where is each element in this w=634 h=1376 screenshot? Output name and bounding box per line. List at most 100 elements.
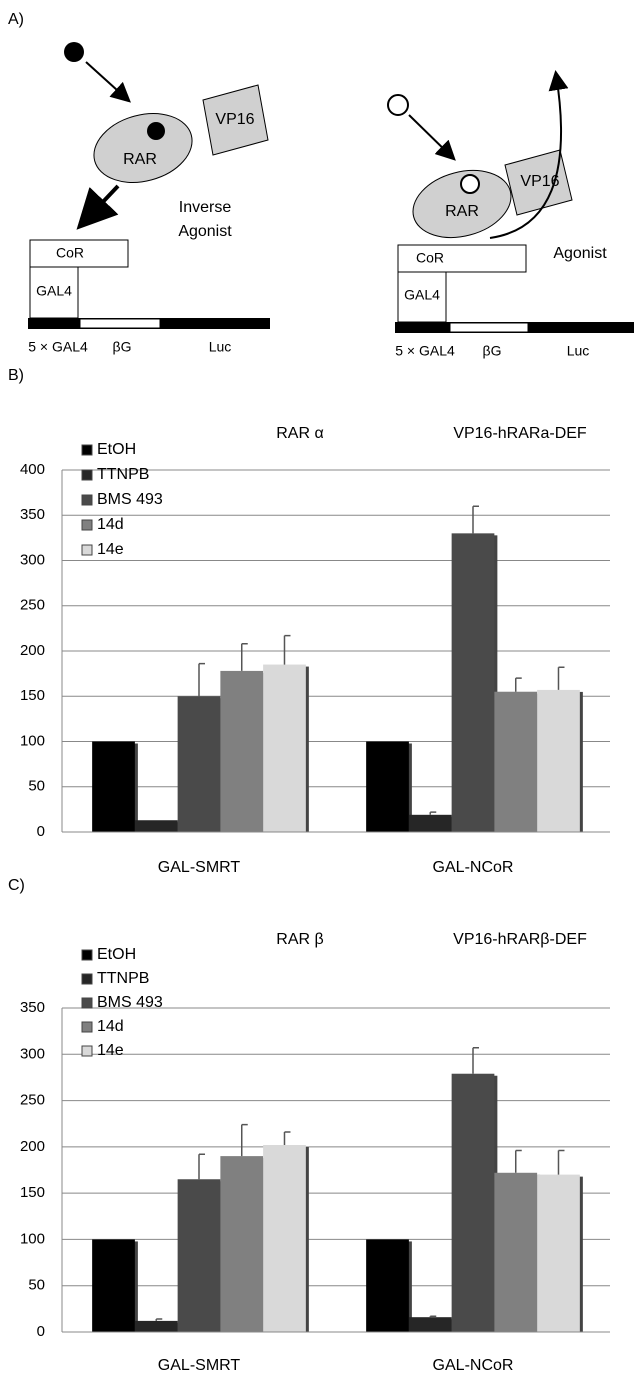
legend-swatch bbox=[81, 997, 93, 1009]
chart-subtitle: VP16-hRARβ-DEF bbox=[453, 931, 587, 948]
error-bar bbox=[283, 634, 291, 665]
bar bbox=[177, 1179, 221, 1332]
ligand bbox=[387, 94, 409, 116]
error-bar bbox=[557, 1149, 565, 1175]
bar bbox=[177, 696, 221, 832]
arrow bbox=[489, 70, 569, 239]
mode-label: Agonist bbox=[553, 245, 607, 262]
bg-region bbox=[449, 322, 529, 333]
bar bbox=[366, 1239, 409, 1332]
error-bar bbox=[557, 666, 565, 690]
ligand-bound bbox=[147, 122, 165, 140]
y-tick-label: 300 bbox=[20, 1045, 45, 1062]
legend-swatch bbox=[81, 494, 93, 506]
y-tick-label: 50 bbox=[28, 1277, 45, 1294]
y-tick-label: 200 bbox=[20, 642, 45, 659]
y-tick-label: 0 bbox=[37, 1323, 45, 1340]
error-bar bbox=[429, 1315, 437, 1318]
mode-label: Inverse bbox=[179, 199, 232, 216]
y-tick-label: 50 bbox=[28, 778, 45, 795]
legend-label: TTNPB bbox=[97, 466, 149, 483]
rar-ellipse bbox=[93, 113, 193, 183]
diagram-right: VP16 RAR CoR GAL4 5 × GAL4 βG Luc Agonis… bbox=[387, 70, 634, 359]
bar bbox=[537, 1174, 580, 1332]
error-bar bbox=[429, 811, 437, 815]
bar bbox=[134, 820, 178, 832]
legend-swatch bbox=[81, 973, 93, 985]
chart-subtitle: VP16-hRARa-DEF bbox=[453, 425, 587, 442]
vp16-box bbox=[504, 149, 573, 216]
bg-region bbox=[79, 318, 161, 329]
legend-swatch bbox=[81, 1021, 93, 1033]
cor-box bbox=[29, 239, 129, 268]
site-label: 5 × GAL4 bbox=[28, 339, 88, 355]
legend-label: BMS 493 bbox=[97, 491, 163, 508]
gal4-label: GAL4 bbox=[404, 287, 440, 303]
error-bar bbox=[472, 505, 479, 534]
bar bbox=[263, 1145, 306, 1332]
diagram-left: VP16 RAR CoR GAL4 5 × GAL4 βG Luc Invers… bbox=[28, 42, 270, 355]
legend-label: BMS 493 bbox=[97, 994, 163, 1011]
legend-label: 14e bbox=[97, 1042, 124, 1059]
luc-label: Luc bbox=[567, 343, 590, 359]
luc-label: Luc bbox=[209, 339, 232, 355]
x-tick-label: GAL-NCoR bbox=[433, 859, 514, 876]
y-tick-label: 300 bbox=[20, 551, 45, 568]
y-tick-label: 250 bbox=[20, 1092, 45, 1109]
error-bar bbox=[514, 1149, 522, 1173]
x-tick-label: GAL-NCoR bbox=[433, 1357, 514, 1374]
bar bbox=[494, 1172, 538, 1332]
legend-swatch bbox=[81, 469, 93, 481]
bg-label: βG bbox=[483, 343, 502, 359]
ligand-bound bbox=[460, 174, 480, 194]
rar-label: RAR bbox=[123, 151, 157, 168]
legend-swatch bbox=[81, 444, 93, 456]
y-tick-label: 250 bbox=[20, 597, 45, 614]
bar bbox=[220, 670, 264, 832]
arrow bbox=[85, 61, 131, 103]
bar bbox=[451, 533, 495, 832]
bar bbox=[92, 1239, 135, 1332]
legend-swatch bbox=[81, 544, 93, 556]
bar bbox=[366, 741, 409, 832]
error-bar bbox=[283, 1131, 291, 1146]
bg-label: βG bbox=[113, 339, 132, 355]
error-bar bbox=[155, 1318, 163, 1321]
mode-label: Agonist bbox=[178, 223, 232, 240]
legend-label: 14d bbox=[97, 1018, 124, 1035]
site-label: 5 × GAL4 bbox=[395, 343, 455, 359]
bar bbox=[220, 1156, 264, 1332]
rar-ellipse bbox=[412, 169, 512, 239]
x-tick-label: GAL-SMRT bbox=[158, 859, 241, 876]
legend-swatch bbox=[81, 519, 93, 531]
error-bar bbox=[514, 677, 522, 692]
y-tick-label: 350 bbox=[20, 999, 45, 1016]
y-tick-label: 100 bbox=[20, 732, 45, 749]
bar bbox=[408, 1317, 452, 1332]
cor-label: CoR bbox=[416, 250, 444, 266]
legend-label: EtOH bbox=[97, 946, 136, 963]
bar bbox=[92, 741, 135, 832]
chart-title: RAR β bbox=[276, 931, 323, 948]
y-tick-label: 150 bbox=[20, 687, 45, 704]
arrow bbox=[408, 114, 456, 161]
error-bar bbox=[472, 1047, 479, 1074]
bar bbox=[494, 691, 538, 832]
bar bbox=[134, 1320, 178, 1332]
bar bbox=[537, 689, 580, 832]
vp16-box bbox=[202, 84, 269, 156]
legend-label: 14e bbox=[97, 541, 124, 558]
cor-label: CoR bbox=[56, 245, 84, 261]
y-tick-label: 150 bbox=[20, 1184, 45, 1201]
error-bar bbox=[198, 662, 205, 697]
y-tick-label: 400 bbox=[20, 461, 45, 478]
x-tick-label: GAL-SMRT bbox=[158, 1357, 241, 1374]
gal4-label: GAL4 bbox=[36, 283, 72, 299]
bar bbox=[263, 664, 306, 832]
bar bbox=[451, 1073, 495, 1332]
legend-label: 14d bbox=[97, 516, 124, 533]
error-bar bbox=[198, 1153, 205, 1180]
y-tick-label: 0 bbox=[37, 823, 45, 840]
arrow bbox=[76, 184, 120, 230]
